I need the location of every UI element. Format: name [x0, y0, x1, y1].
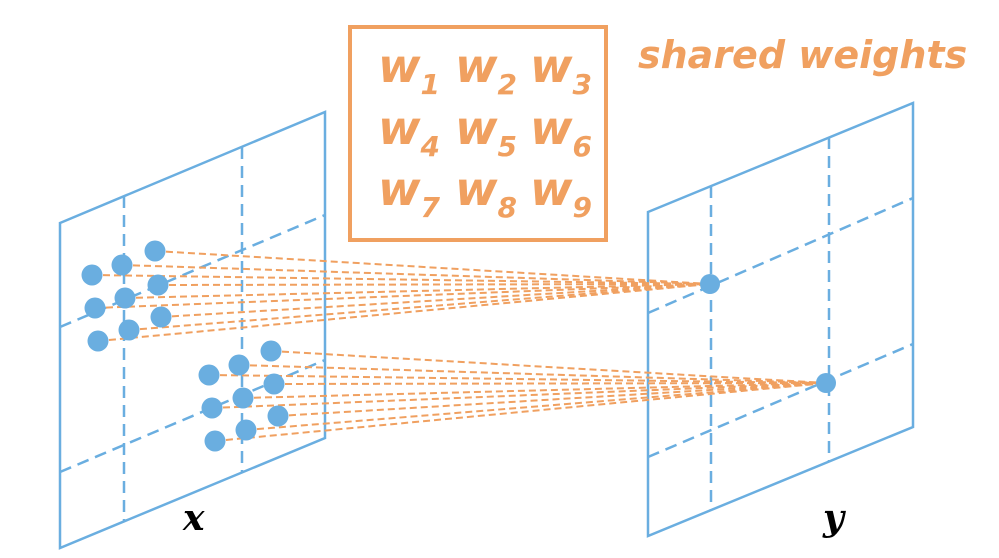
input-neuron-dot: [232, 387, 254, 409]
connection-line: [94, 283, 711, 309]
input-neuron-dot: [87, 330, 109, 352]
weights-grid: w1 w2 w3 w4 w5 w6 w7 w8 w9: [378, 39, 592, 224]
connection-line: [208, 374, 827, 384]
input-label: x: [182, 497, 205, 539]
connection-line: [270, 350, 827, 384]
input-neuron-dot: [81, 264, 103, 286]
connection-line: [124, 283, 711, 299]
weight-w2: w2: [455, 39, 517, 101]
input-neuron-dot: [84, 297, 106, 319]
connection-line: [245, 382, 827, 431]
input-neuron-dot: [263, 373, 285, 395]
input-neuron-dot: [118, 319, 140, 341]
connection-line: [121, 264, 711, 285]
weight-w7: w7: [378, 162, 441, 224]
neuron-dots: [81, 240, 836, 452]
connection-line: [160, 283, 711, 318]
connection-lines: [91, 250, 827, 442]
output-grid-horizontal-2: [647, 342, 914, 459]
connection-line: [277, 382, 827, 417]
input-neuron-dot: [150, 306, 172, 328]
input-plane: [58, 110, 327, 550]
connection-line: [214, 382, 827, 442]
weight-w4: w4: [378, 101, 440, 163]
weight-w6: w6: [530, 101, 592, 163]
output-neuron-dot: [700, 274, 720, 294]
input-neuron-dot: [114, 287, 136, 309]
connection-line: [97, 283, 711, 342]
weight-w3: w3: [530, 39, 592, 101]
connection-line: [128, 283, 711, 331]
output-label: y: [822, 497, 846, 539]
output-grid-horizontal-1: [647, 196, 914, 315]
input-neuron-dot: [144, 240, 166, 262]
input-neuron-dot: [235, 419, 257, 441]
connection-line: [242, 382, 827, 399]
weights-box: w1 w2 w3 w4 w5 w6 w7 w8 w9: [348, 25, 608, 242]
output-plane-border: [646, 101, 915, 538]
input-plane-border: [58, 110, 327, 550]
input-neuron-dot: [201, 397, 223, 419]
input-neuron-dot: [111, 254, 133, 276]
output-neuron-dot: [816, 373, 836, 393]
input-neuron-dot: [260, 340, 282, 362]
connection-line: [91, 274, 711, 285]
connection-line: [238, 364, 827, 384]
weight-w8: w8: [455, 162, 517, 224]
connection-line: [211, 382, 827, 409]
weight-w1: w1: [378, 39, 440, 101]
connection-line: [273, 382, 827, 385]
connection-line: [154, 250, 711, 285]
input-neuron-dot: [267, 405, 289, 427]
input-neuron-dot: [228, 354, 250, 376]
input-neuron-dot: [147, 274, 169, 296]
weight-w5: w5: [455, 101, 517, 163]
weight-w9: w9: [530, 162, 592, 224]
input-neuron-dot: [204, 430, 226, 452]
shared-weights-caption: shared weights: [638, 33, 967, 77]
connection-line: [157, 283, 711, 286]
input-neuron-dot: [198, 364, 220, 386]
weights-box-border: [348, 25, 608, 242]
output-plane: [646, 101, 915, 538]
